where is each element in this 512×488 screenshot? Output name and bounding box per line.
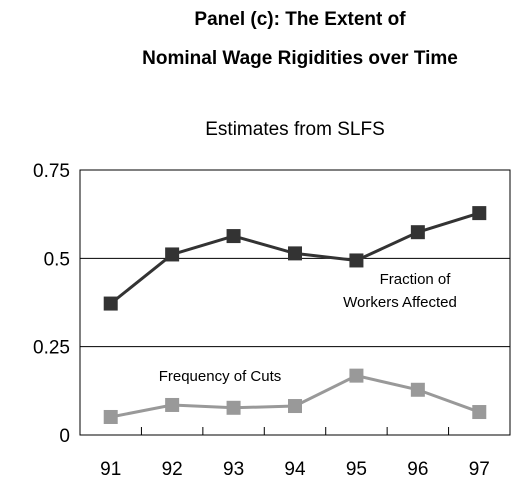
- y-tick-label: 0.25: [33, 338, 70, 359]
- chart-title: Nominal Wage Rigidities over Time: [142, 48, 458, 69]
- x-tick-label: 93: [223, 459, 244, 480]
- marker: [226, 400, 241, 415]
- x-tick-label: 91: [100, 459, 121, 480]
- marker: [103, 296, 118, 311]
- annotation: Frequency of Cuts: [159, 368, 282, 385]
- x-tick-label: 94: [284, 459, 306, 480]
- x-tick-label: 95: [346, 459, 367, 480]
- marker: [472, 206, 487, 221]
- y-tick-label: 0: [59, 426, 70, 447]
- x-tick-label: 92: [162, 459, 183, 480]
- marker: [103, 409, 118, 424]
- marker: [288, 399, 302, 414]
- y-tick-label: 0.5: [44, 249, 70, 270]
- chart-title: Panel (c): The Extent of: [194, 9, 406, 30]
- marker: [288, 246, 302, 261]
- marker: [472, 405, 487, 420]
- annotation: Fraction of: [380, 271, 452, 288]
- marker: [349, 253, 364, 268]
- x-tick-label: 96: [407, 459, 428, 480]
- annotation: Workers Affected: [343, 294, 457, 311]
- x-tick-label: 97: [469, 459, 490, 480]
- marker: [349, 368, 364, 383]
- y-tick-label: 0.75: [33, 161, 70, 182]
- marker: [226, 229, 241, 244]
- marker: [165, 397, 180, 412]
- chart-subtitle: Estimates from SLFS: [205, 119, 385, 140]
- marker: [165, 247, 180, 262]
- marker: [410, 382, 425, 397]
- marker: [410, 225, 425, 240]
